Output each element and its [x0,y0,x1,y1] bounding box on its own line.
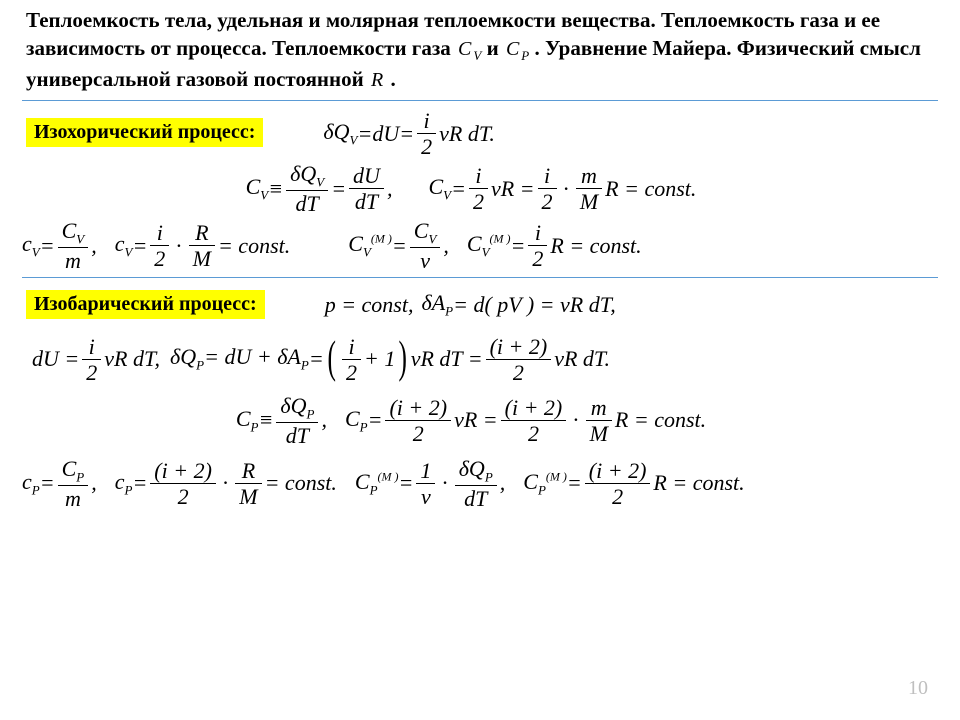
sec2-header-row: Изобарический процесс: p = const, δAP = … [22,286,938,325]
eqB: CV = i2 νR = i2 · mM R = const. [428,164,696,213]
eqK: cP = (i + 2)2 · RM = const. [115,459,337,508]
eqD: cV = i2 · RM = const. [115,221,291,270]
title-and: и [481,36,504,60]
eqH: CP ≡ δQPdT , [236,394,327,447]
page-title: Теплоемкость тела, удельная и молярная т… [26,6,934,94]
divider-1 [22,100,938,101]
title-R: R [369,69,385,91]
sec1-header-row: Изохорический процесс: δQV = dU = i2 νR … [22,109,938,158]
page: Теплоемкость тела, удельная и молярная т… [0,0,960,720]
eqJ: cP = CPm , [22,457,97,510]
eqA: CV ≡ δQVdT = dUdT , [246,162,393,215]
eqI: CP = (i + 2)2 νR = (i + 2)2 · mM R = con… [345,396,706,445]
page-number: 10 [908,677,928,700]
eqL: CP(M ) = 1ν · δQPdT , [355,457,505,510]
sec2-heading: Изобарический процесс: [26,290,265,319]
sec2-line3: CP ≡ δQPdT , CP = (i + 2)2 νR = (i + 2)2… [22,394,938,447]
title-cp: C [504,38,521,60]
eqC: cV = CVm , [22,219,97,272]
eqG: dU = i2 νR dT, δQP = dU + δAP = ( i2 + 1… [32,335,610,384]
tail: νR dT. [439,121,495,147]
divider-2 [22,277,938,278]
sec2-line4: cP = CPm , cP = (i + 2)2 · RM = const. C… [22,457,938,510]
title-cv: C [456,38,473,60]
frac-i2: i2 [417,109,436,158]
dU: dU [372,121,399,147]
sec1-line2: CV ≡ δQVdT = dUdT , CV = i2 νR = i2 · mM… [22,162,938,215]
eqM: CP(M ) = (i + 2)2 R = const. [523,459,744,508]
sec1-line3: cV = CVm , cV = i2 · RM = const. CV(M ) … [22,219,938,272]
eq2: = [399,121,414,147]
eqE: CV(M ) = CVν , [348,219,449,272]
dQv: δQV [323,119,357,148]
eq: = [358,121,373,147]
sec1-eq-top: δQV = dU = i2 νR dT. [323,109,495,158]
eqF: CV(M ) = i2 R = const. [467,221,642,270]
sec2-eq-top: p = const, δAP = d( pV ) = νR dT, [325,290,616,319]
sec2-line2: dU = i2 νR dT, δQP = dU + δAP = ( i2 + 1… [22,335,938,384]
sec1-heading: Изохорический процесс: [26,118,263,147]
title-tail: . [385,67,396,91]
